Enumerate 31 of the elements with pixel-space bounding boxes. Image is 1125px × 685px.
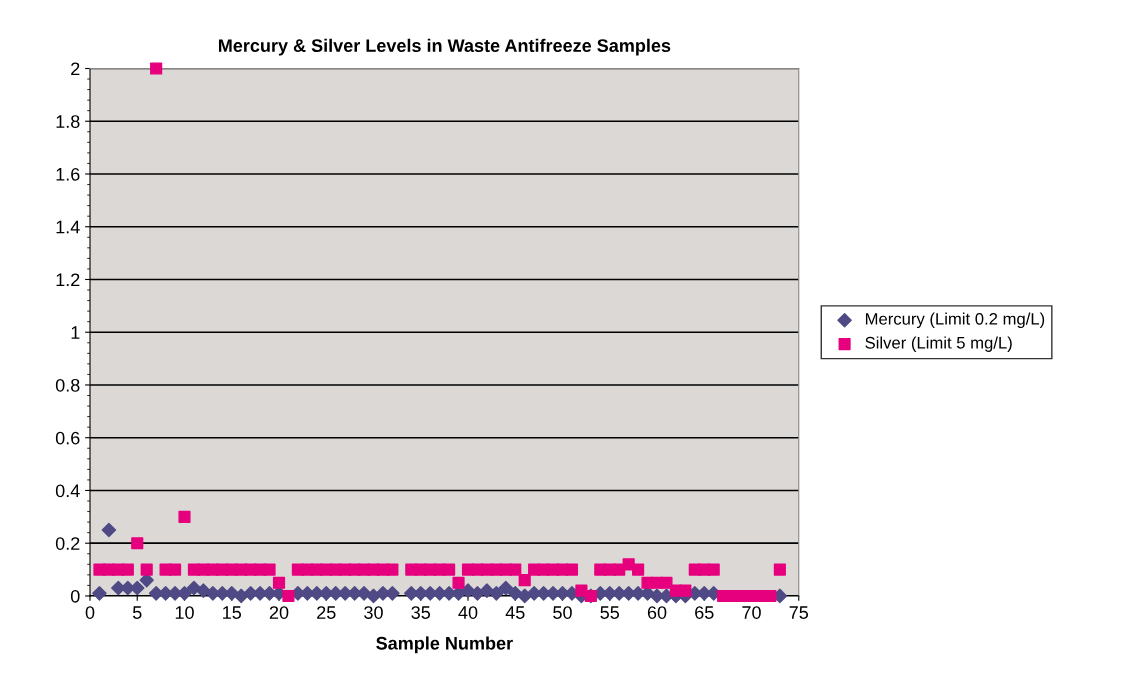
x-tick-label: 30 xyxy=(364,606,383,619)
x-tick-label: 35 xyxy=(411,606,431,619)
x-tick-label: 65 xyxy=(695,606,714,619)
y-tick-label: 1.2 xyxy=(56,273,80,287)
legend-label: Silver (Limit 5 mg/L) xyxy=(865,336,1012,352)
x-axis-title: Sample Number xyxy=(376,636,513,654)
x-tick-label: 55 xyxy=(600,606,620,619)
x-tick-label: 40 xyxy=(458,606,478,619)
x-tick-label: 25 xyxy=(317,606,336,619)
y-tick-label: 1.4 xyxy=(56,220,80,234)
legend-label: Mercury (Limit 0.2 mg/L) xyxy=(865,312,1045,329)
x-tick-label: 45 xyxy=(505,606,525,619)
chart-title: Mercury & Silver Levels in Waste Antifreeze Samples xyxy=(218,38,671,56)
x-tick-label: 5 xyxy=(132,606,142,619)
x-tick-label: 10 xyxy=(175,606,194,619)
y-tick-label: 0.2 xyxy=(55,537,80,550)
y-tick-label: 0 xyxy=(70,589,80,603)
x-tick-label: 20 xyxy=(269,606,289,619)
y-tick-label: 0.4 xyxy=(55,484,80,498)
x-tick-label: 0 xyxy=(85,606,95,619)
x-tick-label: 15 xyxy=(223,606,242,619)
x-tick-label: 60 xyxy=(647,606,667,619)
x-tick-label: 75 xyxy=(789,606,809,619)
y-tick-label: 1.6 xyxy=(56,167,80,181)
y-tick-label: 1.8 xyxy=(56,115,80,128)
y-tick-label: 0.8 xyxy=(55,378,80,392)
x-tick-label: 70 xyxy=(742,606,761,619)
x-tick-label: 50 xyxy=(553,606,572,619)
y-tick-label: 2 xyxy=(71,62,80,76)
y-tick-label: 1 xyxy=(71,326,80,339)
y-tick-label: 0.6 xyxy=(55,431,80,445)
